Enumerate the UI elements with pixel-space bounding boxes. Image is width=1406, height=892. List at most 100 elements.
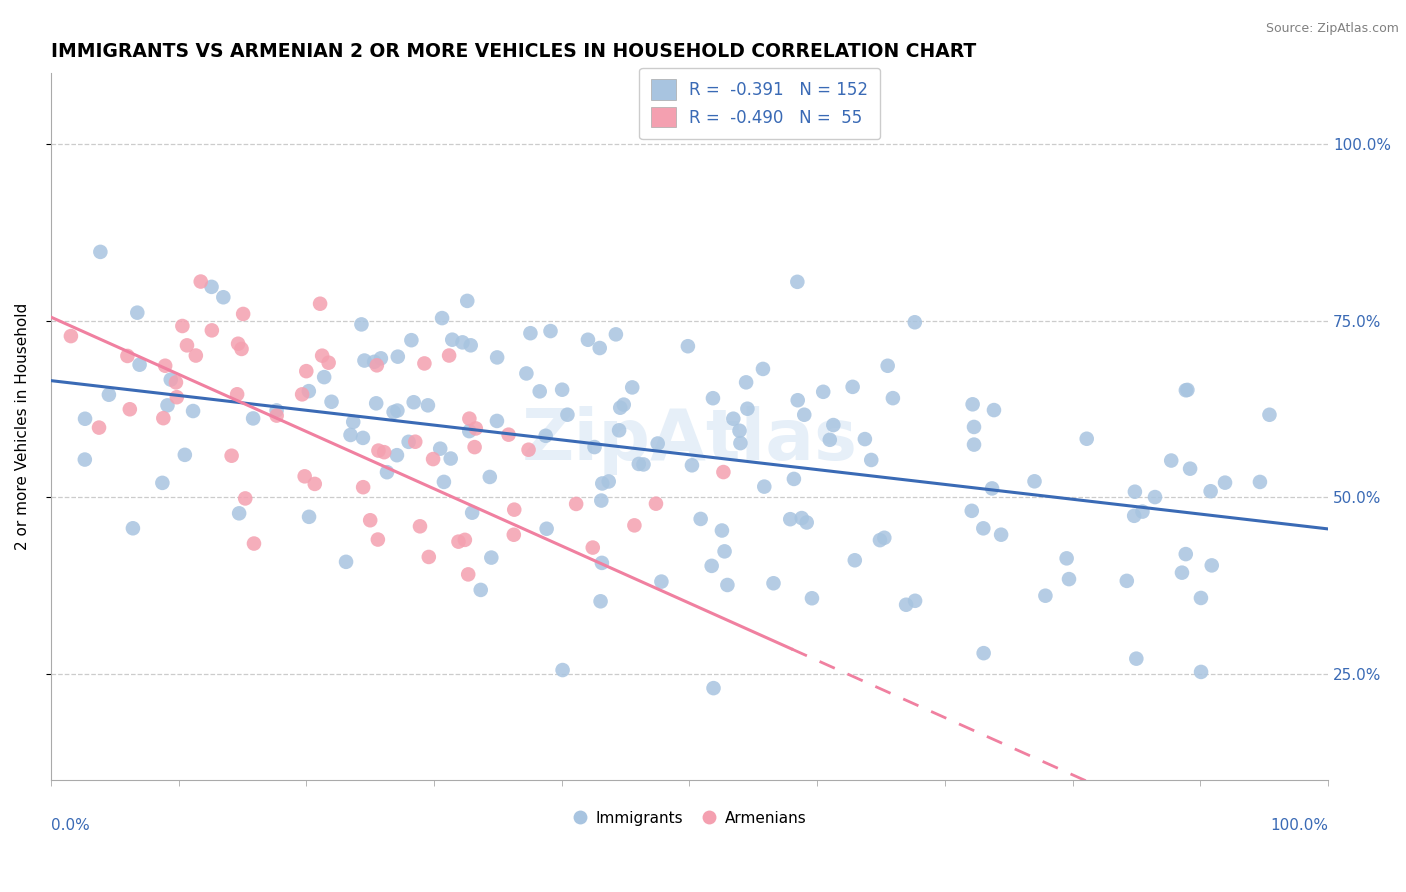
Point <box>786 393 808 408</box>
Point <box>607 423 630 437</box>
Point <box>118 402 141 417</box>
Point <box>728 424 751 438</box>
Point <box>409 519 432 533</box>
Point <box>713 465 735 479</box>
Point <box>1024 475 1046 489</box>
Point <box>370 351 392 366</box>
Point <box>117 349 139 363</box>
Point <box>128 358 150 372</box>
Point <box>295 364 318 378</box>
Point <box>464 440 486 454</box>
Point <box>172 318 194 333</box>
Point <box>894 598 917 612</box>
Point <box>314 370 336 384</box>
Point <box>97 388 120 402</box>
Point <box>735 376 758 390</box>
Point <box>1125 651 1147 665</box>
Point <box>402 395 425 409</box>
Point <box>221 449 243 463</box>
Point <box>382 405 405 419</box>
Point <box>1171 566 1194 580</box>
Point <box>266 409 288 423</box>
Point <box>813 384 835 399</box>
Point <box>676 339 699 353</box>
Point <box>342 415 364 429</box>
Point <box>730 436 752 450</box>
Point <box>226 336 249 351</box>
Point <box>190 275 212 289</box>
Point <box>841 380 863 394</box>
Point <box>565 497 588 511</box>
Point <box>1174 547 1197 561</box>
Point <box>582 541 605 555</box>
Point <box>1160 453 1182 467</box>
Point <box>59 329 82 343</box>
Point <box>291 387 314 401</box>
Point <box>786 275 808 289</box>
Point <box>437 349 460 363</box>
Point <box>243 536 266 550</box>
Point <box>231 342 253 356</box>
Point <box>723 411 745 425</box>
Point <box>873 531 896 545</box>
Point <box>790 511 813 525</box>
Point <box>335 555 357 569</box>
Point <box>89 244 111 259</box>
Point <box>441 333 464 347</box>
Point <box>981 482 1004 496</box>
Text: IMMIGRANTS VS ARMENIAN 2 OR MORE VEHICLES IN HOUSEHOLD CORRELATION CHART: IMMIGRANTS VS ARMENIAN 2 OR MORE VEHICLE… <box>51 42 976 61</box>
Point <box>963 420 986 434</box>
Point <box>904 594 927 608</box>
Point <box>589 341 612 355</box>
Point <box>352 480 374 494</box>
Point <box>1035 589 1057 603</box>
Point <box>418 549 440 564</box>
Point <box>266 403 288 417</box>
Point <box>433 475 456 489</box>
Point <box>633 458 655 472</box>
Point <box>960 504 983 518</box>
Point <box>860 453 883 467</box>
Point <box>233 491 256 506</box>
Point <box>212 290 235 304</box>
Point <box>515 367 537 381</box>
Point <box>430 311 453 326</box>
Point <box>1123 508 1146 523</box>
Legend: Immigrants, Armenians: Immigrants, Armenians <box>567 805 813 832</box>
Point <box>534 429 557 443</box>
Point <box>983 403 1005 417</box>
Point <box>623 518 645 533</box>
Point <box>73 452 96 467</box>
Point <box>583 440 606 454</box>
Point <box>228 506 250 520</box>
Point <box>385 448 408 462</box>
Point <box>165 376 187 390</box>
Y-axis label: 2 or more Vehicles in Household: 2 or more Vehicles in Household <box>15 303 30 550</box>
Point <box>375 465 398 479</box>
Point <box>598 475 620 489</box>
Point <box>429 442 451 456</box>
Point <box>1178 461 1201 475</box>
Point <box>779 512 801 526</box>
Point <box>716 578 738 592</box>
Point <box>1201 558 1223 573</box>
Point <box>447 534 470 549</box>
Point <box>540 324 562 338</box>
Point <box>470 582 492 597</box>
Text: ZipAtlas: ZipAtlas <box>522 406 858 475</box>
Point <box>363 355 385 369</box>
Point <box>818 433 841 447</box>
Point <box>589 594 612 608</box>
Point <box>591 476 613 491</box>
Point <box>458 424 481 438</box>
Point <box>318 356 340 370</box>
Point <box>591 556 613 570</box>
Point <box>232 307 254 321</box>
Text: 100.0%: 100.0% <box>1270 819 1329 833</box>
Point <box>173 448 195 462</box>
Point <box>650 574 672 589</box>
Point <box>152 411 174 425</box>
Point <box>519 326 541 341</box>
Point <box>1258 408 1281 422</box>
Point <box>710 524 733 538</box>
